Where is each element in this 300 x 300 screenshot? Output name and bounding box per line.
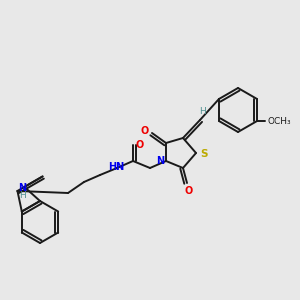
Text: OCH₃: OCH₃ — [267, 116, 291, 125]
Text: HN: HN — [108, 162, 124, 172]
Text: H: H — [200, 107, 206, 116]
Text: O: O — [141, 126, 149, 136]
Text: O: O — [136, 140, 144, 150]
Text: N: N — [18, 183, 26, 193]
Text: H: H — [19, 191, 26, 200]
Text: N: N — [156, 156, 164, 166]
Text: O: O — [185, 186, 193, 196]
Text: S: S — [200, 149, 208, 159]
